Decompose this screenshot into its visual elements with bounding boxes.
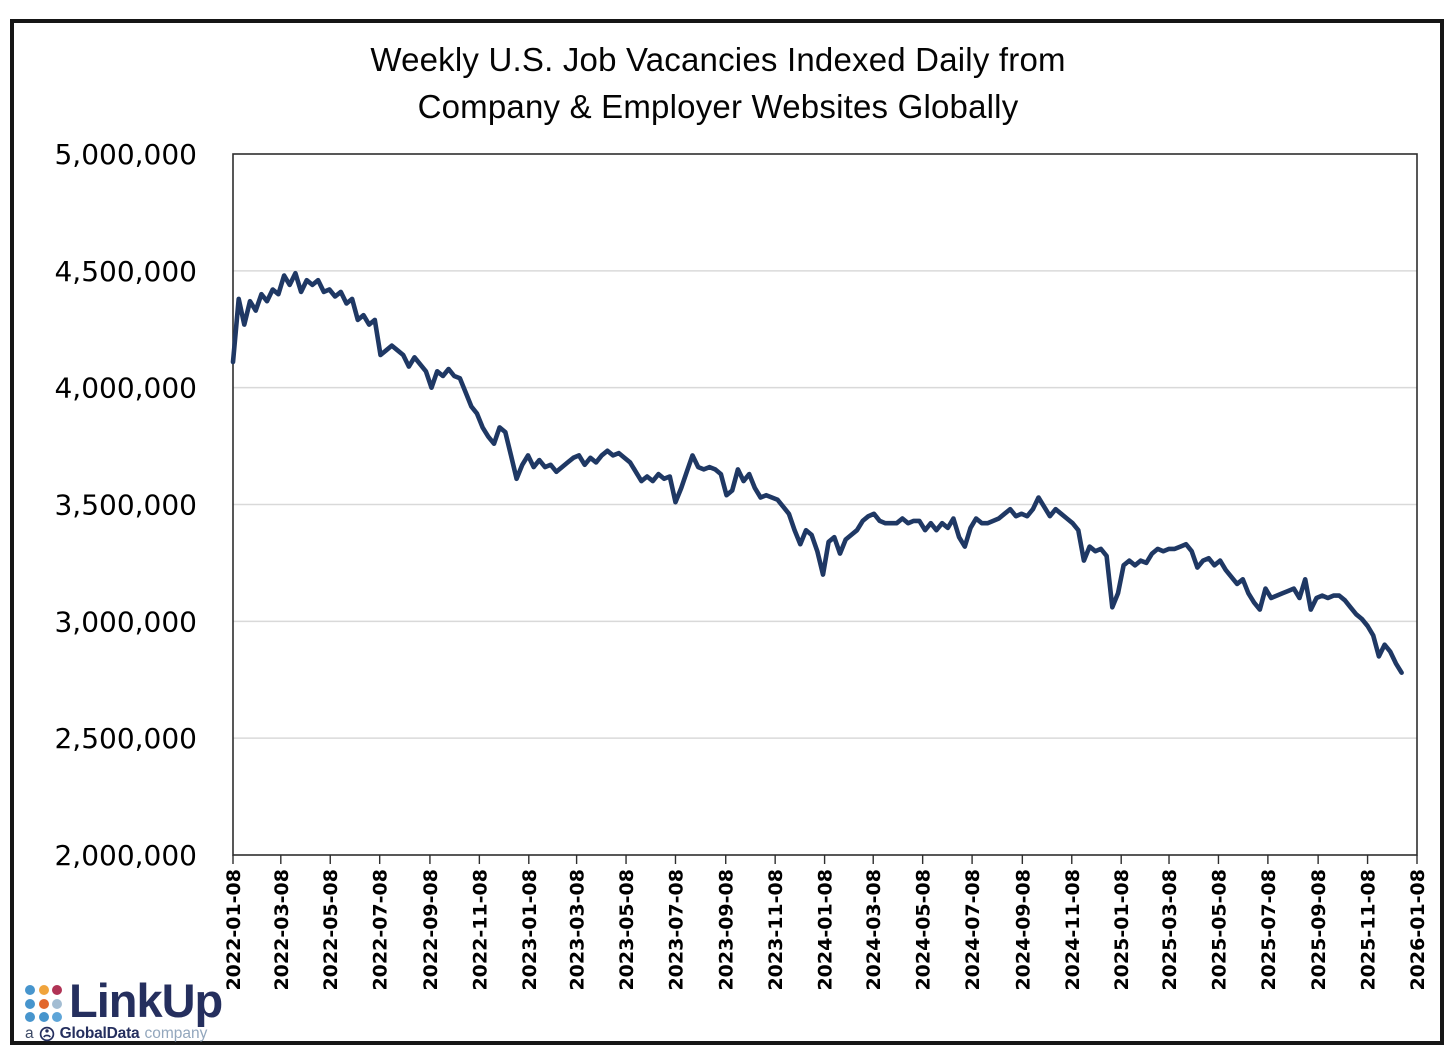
chart-title: Weekly U.S. Job Vacancies Indexed Daily … <box>0 36 1436 130</box>
svg-text:2,000,000: 2,000,000 <box>54 839 197 872</box>
svg-text:2025-05-08: 2025-05-08 <box>1208 869 1230 991</box>
svg-text:2022-11-08: 2022-11-08 <box>469 869 491 991</box>
svg-text:2022-07-08: 2022-07-08 <box>370 869 392 991</box>
svg-text:2024-01-08: 2024-01-08 <box>815 869 837 991</box>
svg-text:2024-05-08: 2024-05-08 <box>913 869 935 991</box>
x-axis-ticks <box>232 855 1418 864</box>
logo-dot <box>25 985 35 995</box>
svg-text:2025-01-08: 2025-01-08 <box>1111 869 1133 991</box>
svg-text:2026-01-08: 2026-01-08 <box>1407 869 1429 991</box>
logo-dot <box>25 998 35 1009</box>
svg-text:2022-09-08: 2022-09-08 <box>420 869 442 991</box>
svg-text:3,000,000: 3,000,000 <box>54 605 197 638</box>
globaldata-tagline: a GlobalData company <box>25 1025 222 1043</box>
tagline-suffix: company <box>144 1025 208 1042</box>
logo-dot <box>25 1012 35 1022</box>
svg-text:2024-07-08: 2024-07-08 <box>962 869 984 991</box>
svg-text:5,000,000: 5,000,000 <box>54 138 197 171</box>
svg-text:3,500,000: 3,500,000 <box>54 489 197 522</box>
gridlines <box>233 270 1417 739</box>
svg-text:2024-11-08: 2024-11-08 <box>1062 869 1084 991</box>
chart-title-line1: Weekly U.S. Job Vacancies Indexed Daily … <box>370 41 1066 78</box>
svg-text:2023-05-08: 2023-05-08 <box>616 869 638 991</box>
svg-text:2,500,000: 2,500,000 <box>54 722 197 755</box>
svg-text:2022-01-08: 2022-01-08 <box>223 869 245 991</box>
linkup-logo-top: LinkUp <box>25 974 223 1027</box>
svg-text:4,000,000: 4,000,000 <box>54 372 197 405</box>
svg-text:2024-09-08: 2024-09-08 <box>1012 869 1034 991</box>
logo-dot <box>52 1012 62 1022</box>
linkup-logo: LinkUp a GlobalData company <box>25 974 223 1043</box>
tagline-brand: GlobalData <box>59 1025 140 1042</box>
svg-text:2025-11-08: 2025-11-08 <box>1358 869 1380 991</box>
svg-text:2023-09-08: 2023-09-08 <box>716 869 738 991</box>
svg-text:2024-03-08: 2024-03-08 <box>863 869 885 991</box>
vacancies-series-line <box>230 270 1404 675</box>
svg-text:2025-07-08: 2025-07-08 <box>1258 869 1280 991</box>
logo-dot <box>52 998 62 1009</box>
linkup-dots-icon <box>25 985 62 1022</box>
logo-dot <box>52 985 62 995</box>
x-axis-labels: 2022-01-08 2022-03-08 2022-05-08 2022-07-08… <box>223 869 1429 991</box>
svg-text:2022-03-08: 2022-03-08 <box>271 869 293 991</box>
svg-text:2022-05-08: 2022-05-08 <box>320 869 342 991</box>
logo-dot <box>38 985 49 995</box>
tagline-prefix: a <box>25 1025 34 1042</box>
svg-text:2023-03-08: 2023-03-08 <box>567 869 589 991</box>
svg-text:2025-03-08: 2025-03-08 <box>1159 869 1181 991</box>
globaldata-icon <box>39 1026 54 1042</box>
chart-title-line2: Company & Employer Websites Globally <box>417 88 1019 125</box>
svg-text:2023-07-08: 2023-07-08 <box>665 869 687 991</box>
chart-frame <box>10 19 1444 1045</box>
y-axis-labels: 5,000,000 4,500,000 4,000,000 3,500,000 3,00… <box>54 138 197 872</box>
svg-text:2025-09-08: 2025-09-08 <box>1308 869 1330 991</box>
linkup-wordmark: LinkUp <box>69 974 223 1027</box>
svg-text:4,500,000: 4,500,000 <box>54 255 197 288</box>
svg-text:2023-11-08: 2023-11-08 <box>765 869 787 991</box>
logo-dot <box>38 1012 49 1022</box>
logo-dot <box>38 998 49 1009</box>
svg-text:2023-01-08: 2023-01-08 <box>519 869 541 991</box>
